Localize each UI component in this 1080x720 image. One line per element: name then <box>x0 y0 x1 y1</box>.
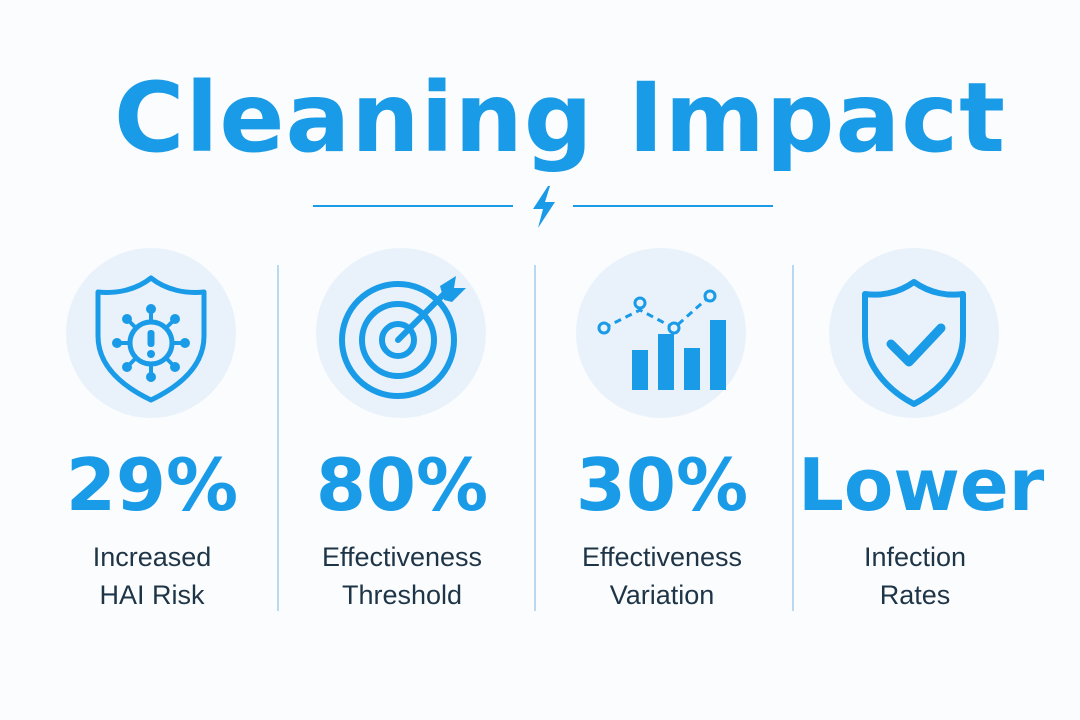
column-separator <box>534 265 536 611</box>
stat-label-line: Effectiveness <box>581 542 743 572</box>
stat-label: Effectiveness Variation <box>545 538 779 614</box>
bar-line-chart-icon <box>597 289 726 390</box>
column-separator <box>277 265 279 611</box>
icon-badge <box>829 248 999 418</box>
shield-check-icon <box>862 279 966 407</box>
stat-label-line: Variation <box>609 580 715 610</box>
stat-card-threshold: 80% Effectiveness Threshold <box>285 248 525 628</box>
page-title: Cleaning Impact <box>113 62 1007 174</box>
stat-value: 80% <box>315 443 489 527</box>
target-arrow-icon <box>339 276 466 399</box>
lightning-bolt-icon <box>533 186 555 228</box>
title-divider-left <box>313 205 513 207</box>
column-separator <box>792 265 794 611</box>
shield-virus-alert-icon <box>95 275 207 403</box>
title-divider-right <box>573 205 773 207</box>
icon-badge <box>576 248 746 418</box>
icon-badge <box>66 248 236 418</box>
stat-value: Lower <box>798 443 1045 527</box>
stat-card-infection-rates: Lower Infection Rates <box>798 248 1045 628</box>
stat-card-variation: 30% Effectiveness Variation <box>545 248 785 628</box>
stat-label: Increased HAI Risk <box>35 538 269 614</box>
stat-value: 29% <box>65 443 239 527</box>
stat-label-line: Infection <box>863 542 967 572</box>
stat-value: 30% <box>575 443 749 527</box>
stat-label-line: Increased <box>92 542 212 572</box>
stat-card-hai-risk: 29% Increased HAI Risk <box>35 248 275 628</box>
stat-label-line: Rates <box>879 580 951 610</box>
stat-label: Infection Rates <box>798 538 1032 614</box>
stat-label-line: HAI Risk <box>99 580 205 610</box>
stat-label-line: Effectiveness <box>321 542 483 572</box>
stat-label-line: Threshold <box>341 580 463 610</box>
stat-label: Effectiveness Threshold <box>285 538 519 614</box>
icon-badge <box>316 248 486 418</box>
